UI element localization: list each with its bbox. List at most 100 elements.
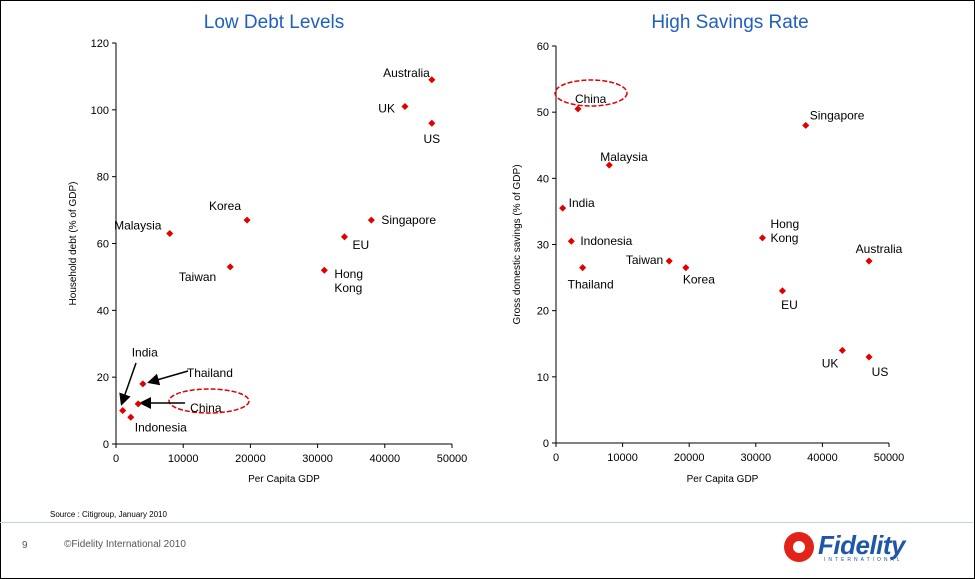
chart1-point-hong-kong — [320, 266, 328, 274]
chart2-point-china — [574, 105, 582, 113]
copyright-text: ©Fidelity International 2010 — [64, 539, 186, 550]
chart2-point-label-india: India — [569, 196, 595, 210]
chart1-point-uk — [401, 102, 409, 111]
chart2-point-label-singapore: Singapore — [810, 108, 865, 122]
chart2-point-korea — [682, 264, 690, 272]
chart1-point-label-taiwan: Taiwan — [179, 270, 216, 284]
logo-subtext: INTERNATIONAL — [824, 557, 903, 563]
chart1-point-label-thailand: Thailand — [187, 366, 233, 380]
chart1-y-axis-label: Household debt (% of GDP) — [68, 182, 79, 306]
fidelity-logo-icon — [784, 532, 814, 562]
chart1-point-us — [428, 119, 436, 127]
chart1-point-singapore — [367, 216, 375, 224]
chart1-y-tick-label: 0 — [103, 439, 109, 451]
chart1-x-tick-label: 30000 — [302, 453, 333, 465]
chart2-point-malaysia — [605, 161, 613, 169]
chart2-title: High Savings Rate — [651, 12, 808, 33]
chart1-y-tick-label: 40 — [97, 305, 109, 317]
chart2-x-axis-label: Per Capita GDP — [687, 474, 759, 485]
chart2-point-taiwan — [665, 257, 673, 265]
chart1-title: Low Debt Levels — [204, 12, 344, 33]
chart1-y-tick-label: 60 — [97, 239, 109, 251]
chart2-y-tick-label: 40 — [537, 173, 549, 185]
chart1-x-tick-label: 40000 — [370, 453, 401, 465]
chart1-point-label-australia: Australia — [383, 66, 430, 80]
chart1-point-taiwan — [226, 263, 234, 271]
page-number: 9 — [22, 540, 28, 551]
chart2-y-tick-label: 10 — [537, 372, 549, 384]
chart1-point-malaysia — [166, 229, 174, 238]
chart1-point-label-india: India — [132, 346, 158, 360]
chart2-point-label-indonesia: Indonesia — [580, 234, 632, 248]
chart1-point-label-hong-kong: Kong — [334, 281, 362, 295]
chart1-y-tick-label: 100 — [91, 105, 109, 117]
chart1-x-tick-label: 10000 — [168, 453, 199, 465]
chart2-y-tick-label: 50 — [537, 107, 549, 119]
chart1-point-label-eu: EU — [352, 238, 369, 252]
chart1-point-australia — [428, 76, 436, 84]
chart1-point-indonesia — [127, 413, 135, 421]
chart2-highlight-ellipse — [554, 79, 628, 107]
chart1-point-label-korea: Korea — [209, 199, 241, 213]
chart1-point-label-singapore: Singapore — [381, 213, 436, 227]
chart2-y-tick-label: 0 — [543, 438, 549, 450]
footer-divider — [0, 522, 973, 523]
chart2-point-label-korea: Korea — [683, 273, 715, 287]
chart2-x-tick-label: 0 — [553, 452, 559, 464]
chart1-point-china — [134, 400, 142, 408]
chart2-y-tick-label: 30 — [537, 240, 549, 252]
chart1-point-label-us: US — [424, 132, 441, 146]
chart2-point-singapore — [802, 121, 810, 129]
chart1-point-thailand — [139, 380, 147, 388]
chart1-x-tick-label: 0 — [113, 453, 119, 465]
chart1-point-label-hong-kong: Hong — [334, 267, 363, 281]
chart2-x-tick-label: 10000 — [607, 452, 638, 464]
fidelity-logo: Fidelity INTERNATIONAL — [784, 530, 944, 566]
chart1-annotation-arrow — [147, 370, 189, 386]
chart1-annotation-arrow — [119, 362, 137, 406]
chart1-point-india — [119, 407, 127, 415]
chart2-x-tick-label: 50000 — [874, 452, 905, 464]
chart2-y-tick-label: 20 — [537, 306, 549, 318]
chart2-point-label-us: US — [872, 365, 889, 379]
chart2-x-tick-label: 40000 — [807, 452, 838, 464]
source-note: Source : Citigroup, January 2010 — [50, 510, 167, 519]
chart2-point-eu — [778, 287, 786, 295]
chart1-x-tick-label: 50000 — [437, 453, 468, 465]
chart2-x-tick-label: 20000 — [674, 452, 705, 464]
chart2-x-tick-label: 30000 — [741, 452, 772, 464]
chart2-point-label-hong-kong: Kong — [770, 231, 798, 245]
chart2-point-label-eu: EU — [781, 298, 798, 312]
chart2-point-label-uk: UK — [822, 356, 839, 370]
chart2-point-us — [865, 353, 873, 361]
chart2-y-tick-label: 60 — [537, 41, 549, 53]
chart1-point-korea — [243, 216, 251, 224]
chart2-point-hong-kong — [758, 234, 766, 242]
chart1-y-tick-label: 80 — [97, 172, 109, 184]
chart1-x-tick-label: 20000 — [235, 453, 266, 465]
chart2-point-label-hong-kong: Hong — [770, 217, 799, 231]
chart2-point-label-thailand: Thailand — [568, 278, 614, 292]
chart2-point-label-australia: Australia — [856, 242, 903, 256]
chart2-point-label-taiwan: Taiwan — [626, 253, 663, 267]
chart2-point-india — [559, 204, 567, 212]
logo-wordmark: Fidelity — [818, 530, 906, 560]
chart1-point-eu — [340, 233, 349, 241]
chart1-point-label-china: China — [190, 401, 222, 415]
chart2-point-thailand — [579, 264, 587, 272]
chart2-point-uk — [838, 346, 846, 354]
chart1-point-label-malaysia: Malaysia — [114, 218, 162, 232]
chart1-y-tick-label: 120 — [91, 38, 109, 50]
chart1-point-label-indonesia: Indonesia — [135, 420, 187, 434]
chart1-point-label-uk: UK — [378, 101, 395, 115]
chart2-y-axis-label: Gross domestic savings (% of GDP) — [512, 164, 523, 324]
chart2-point-label-china: China — [575, 92, 607, 106]
chart2-point-australia — [865, 257, 873, 265]
chart1-x-axis-label: Per Capita GDP — [248, 474, 320, 485]
chart2-point-indonesia — [567, 237, 575, 245]
chart1-y-tick-label: 20 — [97, 372, 109, 384]
chart2-point-label-malaysia: Malaysia — [600, 150, 648, 164]
chart1-highlight-ellipse — [168, 388, 250, 414]
